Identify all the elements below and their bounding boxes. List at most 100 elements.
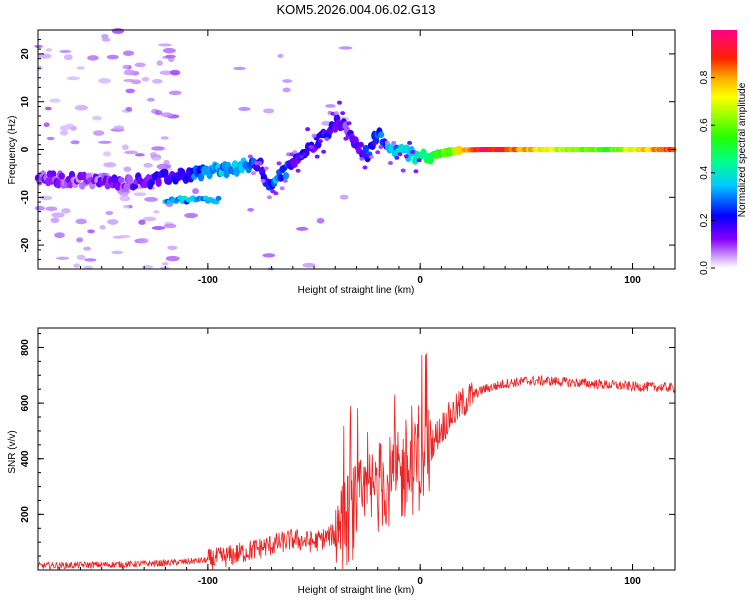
- noise-speckle: [167, 245, 178, 250]
- noise-speckle: [45, 206, 58, 211]
- transition-speckle: [368, 155, 374, 160]
- transition-speckle: [397, 152, 403, 157]
- transition-speckle: [317, 139, 323, 144]
- transition-speckle: [276, 161, 282, 166]
- noise-speckle: [50, 217, 60, 224]
- noise-speckle: [92, 115, 102, 121]
- noise-speckle: [34, 205, 45, 211]
- x-tick-label: -100: [198, 275, 218, 286]
- noise-speckle: [84, 258, 97, 262]
- transition-speckle: [375, 150, 381, 155]
- y-tick-label: -10: [20, 190, 31, 205]
- transition-speckle: [381, 138, 387, 143]
- noise-speckle: [133, 192, 147, 197]
- transition-speckle: [324, 136, 330, 141]
- ridge-blob: [148, 178, 156, 186]
- noise-speckle: [146, 97, 155, 102]
- secondary-blob: [215, 195, 222, 201]
- noise-speckle: [75, 218, 88, 225]
- y-tick-label: 400: [20, 450, 31, 467]
- transition-speckle: [343, 136, 349, 141]
- transition-speckle: [247, 154, 253, 159]
- snr-ticks: -100 0 100 200 400 600 800: [20, 328, 676, 587]
- noise-speckle: [99, 225, 106, 230]
- colorbar-gradient: [711, 30, 737, 268]
- x-tick-label: 0: [417, 275, 423, 286]
- snr-x-label: Height of straight line (km): [298, 585, 415, 596]
- noise-speckle: [55, 256, 70, 260]
- noise-speckle: [142, 265, 154, 270]
- noise-speckle: [111, 28, 125, 34]
- noise-speckle: [119, 192, 129, 197]
- noise-speckle: [106, 54, 119, 60]
- transition-speckle: [301, 152, 307, 157]
- noise-speckle: [59, 129, 69, 136]
- noise-speckle: [87, 229, 95, 234]
- noise-speckle: [44, 106, 52, 111]
- noise-speckle: [263, 108, 275, 114]
- noise-speckle: [125, 106, 133, 112]
- noise-speckle: [151, 146, 165, 151]
- noise-speckle: [76, 237, 84, 243]
- noise-speckle: [103, 162, 117, 168]
- noise-speckle: [34, 44, 43, 48]
- noise-speckle: [154, 110, 163, 116]
- noise-speckle: [156, 163, 170, 170]
- ridge-blob: [277, 174, 285, 182]
- y-tick-label: 10: [20, 96, 31, 108]
- colorbar-label: Normalized spectral amplitude: [737, 82, 748, 217]
- noise-speckle: [98, 78, 112, 84]
- noise-speckle: [59, 49, 72, 53]
- noise-speckle: [101, 34, 109, 39]
- colorbar-tick-label: 0.4: [699, 165, 710, 179]
- ridge-blob: [123, 183, 130, 193]
- x-tick-label: 100: [624, 275, 641, 286]
- spectrogram-y-label: Frequency (Hz): [7, 116, 18, 185]
- transition-speckle: [400, 168, 406, 173]
- noise-speckle: [37, 53, 52, 59]
- transition-speckle: [356, 147, 362, 152]
- transition-speckle: [308, 145, 314, 150]
- transition-speckle: [384, 140, 390, 145]
- transition-speckle: [346, 121, 352, 126]
- noise-speckle: [262, 253, 276, 258]
- noise-speckle: [144, 196, 158, 202]
- noise-speckle: [134, 62, 146, 68]
- transition-speckle: [407, 140, 413, 145]
- noise-speckle: [316, 217, 325, 224]
- snr-line: [37, 353, 676, 570]
- transition-speckle: [337, 100, 343, 105]
- noise-speckle: [138, 219, 146, 225]
- noise-speckle: [163, 223, 177, 229]
- ridge-blob: [58, 172, 65, 180]
- ridge-blob: [55, 178, 62, 189]
- transition-speckle: [295, 168, 301, 173]
- transition-speckle: [266, 195, 272, 200]
- noise-speckle: [134, 153, 145, 157]
- noise-speckle: [277, 53, 284, 59]
- noise-speckle: [165, 255, 180, 262]
- noise-speckle: [73, 263, 81, 268]
- noise-speckle: [122, 64, 130, 70]
- ridge-blob: [67, 181, 74, 189]
- noise-speckle: [54, 232, 65, 239]
- y-tick-label: 200: [20, 506, 31, 523]
- ridge-blob: [131, 183, 139, 190]
- x-tick-label: 100: [624, 576, 641, 587]
- transition-speckle: [263, 166, 269, 171]
- noise-speckle: [98, 140, 112, 144]
- noise-speckle: [143, 162, 153, 168]
- y-tick-label: 0: [20, 146, 31, 152]
- noise-speckle: [76, 66, 85, 70]
- x-tick-label: -100: [198, 576, 218, 587]
- x-tick-label: 0: [417, 576, 423, 587]
- noise-speckle: [61, 208, 71, 214]
- noise-speckle: [141, 76, 150, 82]
- noise-speckle: [123, 78, 135, 83]
- noise-speckle: [39, 195, 53, 201]
- transition-speckle: [403, 154, 409, 159]
- snr-y-label: SNR (v/v): [7, 430, 18, 473]
- noise-speckle: [92, 130, 105, 136]
